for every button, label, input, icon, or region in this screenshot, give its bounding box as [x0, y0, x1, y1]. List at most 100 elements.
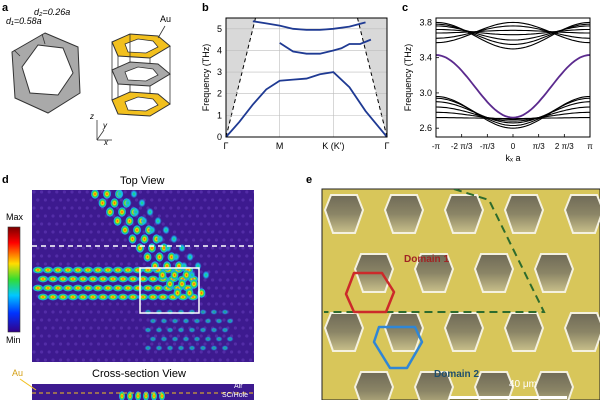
lattice-spot: [66, 214, 70, 218]
lattice-spot: [252, 302, 254, 306]
lattice-spot: [62, 350, 66, 354]
lattice-spot: [218, 326, 222, 330]
au-label-d: Au: [12, 368, 24, 378]
lattice-spot: [70, 350, 74, 354]
field-spot: [107, 293, 119, 301]
lower-bulk-band: [435, 101, 591, 124]
upper-bulk-band: [435, 25, 591, 39]
lattice-spot: [192, 190, 196, 194]
lattice-spot: [100, 222, 104, 226]
lattice-spot: [195, 214, 199, 218]
lattice-spot: [176, 222, 180, 226]
lattice-spot: [81, 198, 85, 202]
lattice-spot: [245, 238, 249, 242]
etched-hole: [533, 371, 575, 400]
lattice-spot: [237, 318, 241, 322]
etched-hole: [563, 312, 600, 352]
field-spot: [116, 190, 124, 199]
lattice-spot: [211, 358, 215, 362]
field-spot: [102, 190, 112, 199]
lattice-spot: [241, 326, 245, 330]
etched-hole: [473, 371, 515, 400]
lattice-spot: [211, 246, 215, 250]
field-spot: [147, 275, 159, 283]
lattice-spot: [252, 318, 254, 322]
y-tick-label: 3: [217, 67, 222, 77]
lattice-spot: [237, 270, 241, 274]
lattice-spot: [123, 350, 127, 354]
lattice-spot: [207, 302, 211, 306]
lattice-spot: [78, 254, 82, 258]
lattice-spot: [226, 294, 230, 298]
lattice-spot: [78, 190, 82, 194]
lattice-spot: [207, 350, 211, 354]
lattice-spot: [203, 262, 207, 266]
lattice-spot: [116, 238, 120, 242]
lattice-spot: [43, 310, 48, 314]
lattice-spot: [131, 350, 135, 354]
lattice-spot: [199, 350, 203, 354]
lattice-spot: [146, 222, 150, 226]
field-spot: [182, 318, 190, 324]
lattice-spot: [93, 206, 97, 210]
x-tick-label: -2 π/3: [451, 142, 473, 151]
domain-boundary: [324, 189, 546, 313]
panel-a: a d₁=0.58a d₂=0.26a Au z: [0, 0, 200, 160]
lattice-spot: [173, 214, 177, 218]
lattice-spot: [89, 326, 93, 330]
field-spot: [156, 234, 164, 244]
lattice-spot: [218, 310, 222, 314]
lattice-spot: [32, 206, 36, 210]
field-spot: [97, 293, 109, 301]
lattice-spot: [51, 358, 55, 362]
field-spot: [140, 234, 149, 244]
field-spot: [199, 309, 207, 315]
field-spot: [148, 225, 156, 235]
lattice-spot: [74, 358, 78, 362]
lattice-spot: [116, 254, 120, 258]
field-spot: [193, 336, 201, 342]
lattice-spot: [199, 270, 203, 274]
lattice-spot: [32, 350, 36, 354]
field-spot: [215, 336, 223, 342]
field-spot: [52, 266, 64, 274]
lattice-spot: [252, 254, 254, 258]
field-spot: [57, 293, 69, 301]
etched-hole: [413, 253, 455, 293]
lattice-spot: [222, 318, 226, 322]
lattice-spot: [245, 222, 249, 226]
lattice-spot: [55, 350, 59, 354]
x-tick-label: K (K'): [322, 141, 344, 151]
field-spot: [160, 336, 168, 342]
lattice-spot: [226, 198, 230, 202]
lattice-spot: [36, 342, 40, 346]
lattice-spot: [70, 238, 74, 242]
field-spot: [120, 225, 130, 235]
lattice-spot: [100, 254, 104, 258]
x-tick-label: π: [587, 142, 593, 151]
field-spot: [77, 293, 89, 301]
lattice-spot: [180, 342, 184, 346]
lattice-spot: [81, 246, 85, 250]
x-axis-label: kₓ a: [506, 153, 521, 163]
d2-dimension-line: [41, 33, 46, 45]
lattice-spot: [233, 230, 237, 234]
lattice-spot: [154, 350, 158, 354]
lattice-spot: [127, 246, 131, 250]
lattice-spot: [207, 254, 211, 258]
sem-micrograph: [321, 188, 600, 400]
lattice-spot: [85, 334, 89, 338]
field-spot: [182, 270, 191, 280]
lattice-spot: [199, 254, 203, 258]
field-spot: [82, 284, 94, 292]
lattice-spot: [104, 262, 108, 266]
lattice-spot: [40, 206, 44, 210]
lattice-spot: [93, 334, 97, 338]
lattice-spot: [226, 358, 230, 362]
field-spot: [143, 252, 152, 262]
lattice-spot: [40, 222, 44, 226]
lattice-spot: [74, 246, 78, 250]
lattice-spot: [146, 302, 150, 306]
lattice-spot: [59, 358, 63, 362]
lattice-spot: [252, 286, 254, 290]
